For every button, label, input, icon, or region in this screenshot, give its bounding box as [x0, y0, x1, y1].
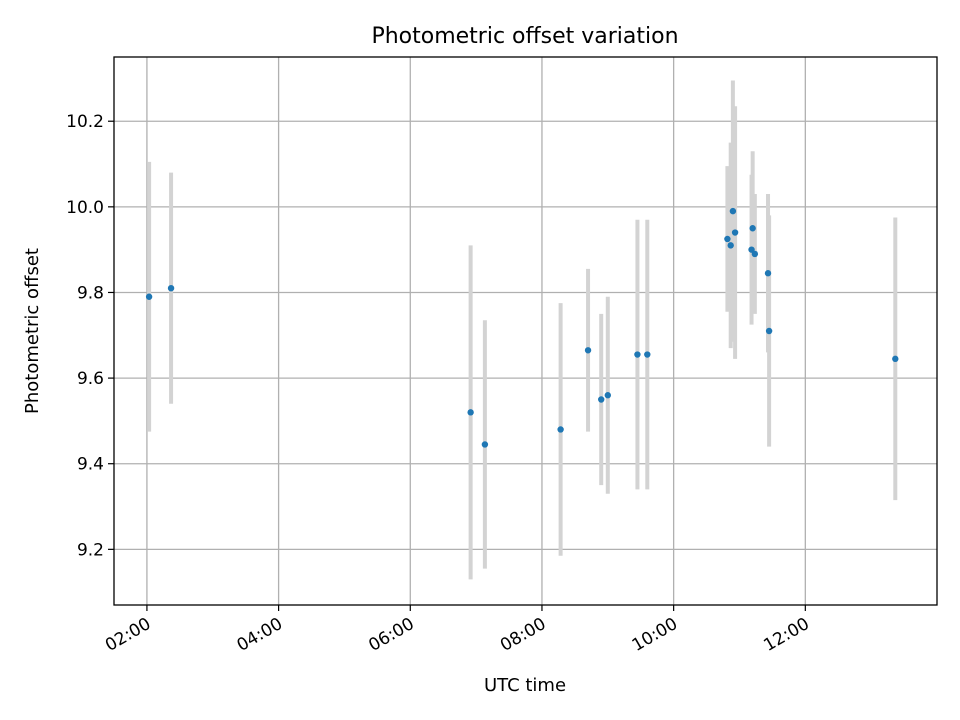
data-point	[644, 351, 651, 358]
x-tick-label: 10:00	[629, 614, 681, 656]
data-point	[467, 409, 474, 416]
x-tick-label: 02:00	[102, 614, 154, 656]
x-tick-label: 08:00	[497, 614, 549, 656]
y-tick-label: 10.0	[66, 198, 104, 218]
x-tick-label: 04:00	[234, 614, 286, 656]
error-bars	[147, 80, 898, 580]
y-tick-label: 9.6	[77, 369, 104, 389]
data-point	[765, 327, 773, 335]
data-point	[598, 396, 605, 403]
data-point	[145, 293, 153, 300]
x-tick-label: 12:00	[760, 614, 812, 656]
data-point	[557, 426, 564, 433]
data-point	[634, 351, 641, 358]
data-point	[731, 229, 739, 236]
plot-frame	[113, 56, 938, 606]
data-points	[145, 207, 899, 448]
grid	[114, 57, 937, 605]
x-tick-label: 06:00	[365, 614, 417, 656]
y-axis: 9.2 9.4 9.6 9.8 10.0 10.2	[66, 112, 114, 560]
data-point	[724, 235, 731, 243]
chart-title: Photometric offset variation	[371, 24, 678, 49]
x-axis-label: UTC time	[484, 675, 566, 696]
x-axis: 02:00 04:00 06:00 08:00 10:00 12:00	[102, 605, 813, 656]
data-point	[751, 250, 759, 258]
data-point	[727, 242, 734, 249]
y-tick-label: 9.8	[77, 283, 104, 303]
data-point	[584, 347, 592, 354]
data-point	[764, 270, 772, 277]
data-point	[729, 207, 737, 215]
y-tick-label: 9.2	[77, 540, 104, 560]
data-point	[167, 284, 175, 292]
y-tick-label: 10.2	[66, 112, 104, 132]
data-point	[892, 355, 899, 363]
y-tick-label: 9.4	[77, 455, 104, 475]
data-point	[749, 225, 756, 232]
data-point	[481, 441, 489, 448]
data-point	[604, 392, 611, 399]
y-axis-label: Photometric offset	[22, 248, 43, 414]
